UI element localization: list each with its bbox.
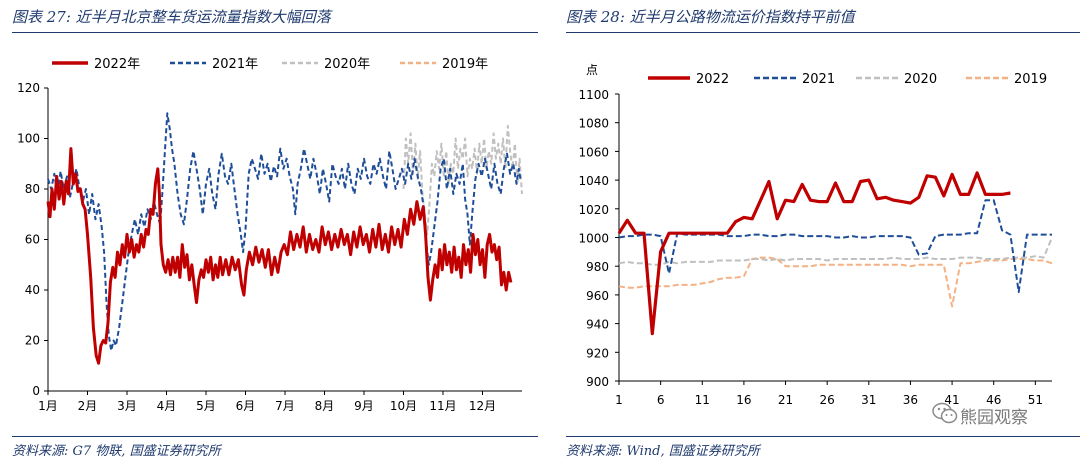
legend-label-2022: 2022 — [696, 72, 729, 87]
chart-title: 图表 28: 近半月公路物流运价指数持平前值 — [566, 8, 855, 26]
y-tick-label: 120 — [17, 81, 40, 95]
x-tick-label: 4月 — [157, 399, 177, 413]
x-tick-label: 11 — [695, 393, 710, 407]
x-tick-label: 31 — [861, 393, 876, 407]
legend-label-2022年: 2022年 — [94, 57, 140, 72]
wechat-icon — [932, 402, 958, 424]
line-chart-road-freight-price-index: 点 900 920 940 960 980 1000 1020 1040 1060 1080 1100… — [578, 63, 1053, 407]
x-tick-label: 8月 — [315, 399, 335, 413]
x-tick-label: 9月 — [354, 399, 374, 413]
x-tick-label: 3月 — [117, 399, 137, 413]
x-tick-label: 41 — [944, 393, 959, 407]
x-tick-label: 6月 — [236, 399, 256, 413]
x-tick-label: 1 — [615, 393, 623, 407]
x-tick-label: 12月 — [469, 399, 496, 413]
legend-label-2021: 2021 — [802, 72, 835, 87]
x-tick-label: 6 — [657, 393, 665, 407]
chart-panel-right: 图表 28: 近半月公路物流运价指数持平前值 点 900 920 940 960 980 1… — [566, 0, 1080, 467]
series-line-2021年 — [47, 112, 522, 352]
y-tick-label: 960 — [586, 289, 609, 303]
x-tick-label: 51 — [1028, 393, 1043, 407]
watermark-text: 熊园观察 — [960, 408, 1028, 428]
y-tick-label: 940 — [586, 318, 609, 332]
chart-panel-left: 图表 27: 近半月北京整车货运流量指数大幅回落 0 20 40 60 80 100 120… — [12, 0, 538, 467]
watermark: 熊园观察 — [932, 401, 1080, 428]
series-line-2020 — [618, 237, 1053, 266]
x-tick-label: 1月 — [38, 399, 58, 413]
y-tick-label: 920 — [586, 346, 609, 360]
x-tick-label: 2月 — [78, 399, 98, 413]
chart-title: 图表 27: 近半月北京整车货运流量指数大幅回落 — [12, 8, 331, 26]
x-tick-label: 5月 — [196, 399, 216, 413]
x-tick-label: 16 — [736, 393, 751, 407]
legend-label-2020年: 2020年 — [324, 57, 370, 72]
y-tick-label: 20 — [25, 334, 40, 348]
line-chart-truck-freight-index: 0 20 40 60 80 100 120 1月 2月 3月 4月 5月 6月 7月 8月 9月 10月 11月 1… — [17, 57, 523, 413]
series-line-2022年 — [46, 147, 513, 365]
x-tick-label: 7月 — [275, 399, 295, 413]
legend-label-2021年: 2021年 — [212, 57, 258, 72]
y-tick-label: 1100 — [578, 88, 609, 102]
x-tick-label: 11月 — [429, 399, 456, 413]
y-tick-label: 40 — [25, 283, 40, 297]
y-tick-label: 1060 — [578, 145, 609, 159]
series-line-2019 — [618, 256, 1053, 308]
x-tick-label: 21 — [778, 393, 793, 407]
legend-label-2020: 2020 — [904, 72, 937, 87]
y-tick-label: 0 — [32, 384, 40, 398]
y-tick-label: 980 — [586, 260, 609, 274]
series-line-2021 — [618, 199, 1052, 293]
source-rule — [566, 436, 1080, 437]
series-line-2022 — [617, 171, 1011, 336]
source-rule — [12, 436, 538, 437]
x-tick-label: 36 — [903, 393, 918, 407]
y-tick-label: 60 — [25, 233, 40, 247]
legend-label-2019年: 2019年 — [442, 57, 488, 72]
legend-label-2019: 2019 — [1014, 72, 1047, 87]
y-tick-label: 1040 — [578, 174, 609, 188]
chart-source: 资料来源: G7 物联, 国盛证券研究所 — [12, 444, 221, 459]
x-tick-label: 26 — [820, 393, 835, 407]
title-rule — [12, 32, 538, 33]
y-tick-label: 900 — [586, 375, 609, 389]
y-tick-label: 1080 — [578, 117, 609, 131]
y-axis-unit-label: 点 — [586, 63, 598, 77]
x-tick-label: 10月 — [390, 399, 417, 413]
chart-source: 资料来源: Wind, 国盛证券研究所 — [566, 444, 760, 459]
x-tick-label: 46 — [986, 393, 1001, 407]
y-tick-label: 1020 — [578, 203, 609, 217]
y-tick-label: 80 — [25, 182, 40, 196]
y-tick-label: 1000 — [578, 232, 609, 246]
title-rule — [566, 32, 1080, 33]
y-tick-label: 100 — [17, 132, 40, 146]
